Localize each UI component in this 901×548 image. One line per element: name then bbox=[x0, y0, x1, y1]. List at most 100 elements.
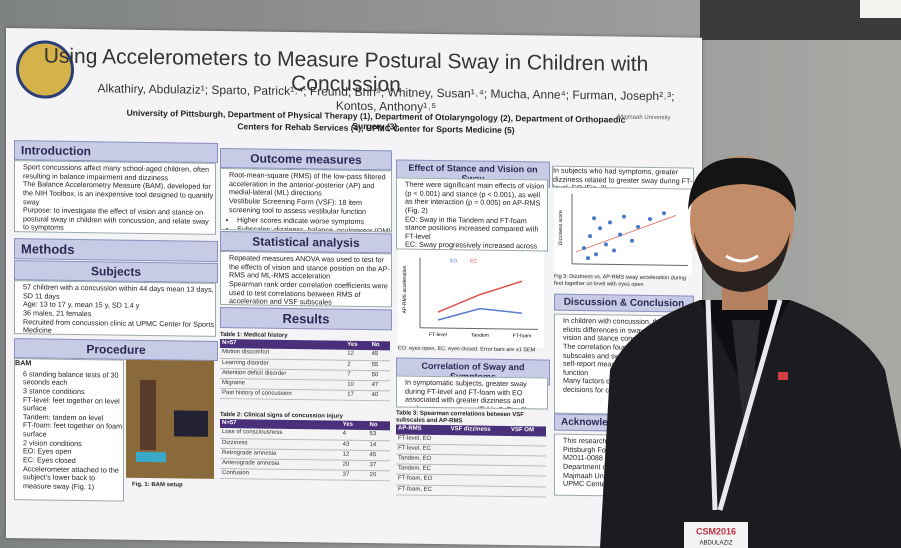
figure-photo bbox=[126, 359, 214, 479]
tie bbox=[732, 320, 760, 450]
cell: Confusion bbox=[220, 468, 341, 481]
table: N=57 Yes No Motion discomfort 12 45 Learning d… bbox=[220, 339, 390, 402]
cell bbox=[508, 486, 546, 497]
cell: 17 bbox=[345, 390, 370, 401]
cell: 2 bbox=[345, 359, 370, 371]
label: BAM bbox=[15, 358, 32, 368]
person: CSM2016 ABDULAZIZ bbox=[600, 156, 901, 548]
cell: 37 bbox=[367, 460, 390, 471]
section-heading: Subjects bbox=[14, 260, 218, 283]
eo-line bbox=[437, 307, 523, 321]
axis bbox=[420, 327, 538, 330]
x-label: FT-level bbox=[429, 332, 447, 338]
bullet: Recruited from concussion clinic at UPMC… bbox=[23, 317, 215, 337]
section: 57 children with a concussion within 44 … bbox=[14, 280, 216, 337]
cell: 47 bbox=[369, 380, 390, 391]
badge-name: ABDULAZIZ bbox=[699, 541, 732, 547]
header-cell: No bbox=[367, 421, 390, 431]
light bbox=[860, 0, 901, 18]
axis bbox=[572, 263, 688, 267]
legend: EO bbox=[450, 258, 457, 264]
cell: 55 bbox=[369, 360, 390, 371]
section-heading: Methods bbox=[14, 238, 218, 262]
figure-3: Dizziness score bbox=[554, 187, 692, 276]
beard bbox=[694, 232, 790, 292]
cell: 45 bbox=[367, 450, 390, 461]
cell: FT-level, EC bbox=[396, 443, 449, 455]
caption: EO: eyes open, EC: eyes closed. Error ba… bbox=[398, 345, 536, 354]
cell: 45 bbox=[369, 350, 390, 361]
table-block: Table 2: Clinical signs of concussion in… bbox=[220, 409, 390, 482]
bullet: Spearman rank order correlation coeffici… bbox=[229, 279, 391, 307]
bullet: There were significant main effects of v… bbox=[405, 180, 547, 218]
bullet: Purpose: to investigate the effect of vi… bbox=[23, 205, 215, 234]
x-label: FT-foam bbox=[513, 333, 532, 339]
section: Root-mean-square (RMS) of the low-pass f… bbox=[220, 167, 392, 233]
bullet: Repeated measures ANOVA was used to test… bbox=[229, 253, 391, 282]
row: Past history of concussion 17 40 bbox=[220, 388, 390, 402]
legend: EC bbox=[470, 258, 477, 264]
cell bbox=[508, 475, 546, 487]
figure-platform bbox=[136, 451, 166, 463]
cell: 53 bbox=[367, 430, 390, 441]
hair bbox=[688, 157, 796, 212]
cell: 7 bbox=[345, 369, 370, 381]
row: FT-foam, EC bbox=[396, 484, 546, 497]
row: Confusion 37 20 bbox=[220, 468, 390, 482]
table-caption: Table 3: Spearman correlations between V… bbox=[396, 410, 524, 425]
points bbox=[582, 211, 666, 261]
cell: 37 bbox=[340, 470, 368, 481]
cell bbox=[508, 455, 546, 467]
cell: FT-foam, EO bbox=[396, 474, 449, 486]
cell bbox=[508, 445, 546, 456]
section: In symptomatic subjects, greater sway du… bbox=[396, 375, 548, 410]
cell: 20 bbox=[367, 470, 390, 482]
cell: Tandem, EO bbox=[396, 453, 449, 465]
ec-line bbox=[437, 280, 523, 313]
bullet: The Balance Accelerometry Measure (BAM),… bbox=[23, 180, 215, 210]
cell: Tandem, EC bbox=[396, 464, 449, 475]
section: Repeated measures ANOVA was used to test… bbox=[220, 250, 392, 308]
cell: 4 bbox=[340, 430, 368, 441]
bullet: Accelerometer attached to the subject's … bbox=[23, 464, 123, 492]
cell: 10 bbox=[345, 380, 370, 391]
bullet: Root-mean-square (RMS) of the low-pass f… bbox=[229, 170, 391, 199]
cell: 12 bbox=[345, 350, 370, 361]
header-cell: Yes bbox=[345, 340, 370, 351]
cell bbox=[448, 485, 509, 497]
header-cell: VSF OM bbox=[508, 426, 546, 437]
cell: 14 bbox=[367, 440, 390, 451]
cell: 12 bbox=[340, 449, 368, 461]
section: Sport concussions affect many school-age… bbox=[14, 160, 216, 235]
table: N=57 Yes No Loss of consciousness 4 53 Dizzine… bbox=[220, 419, 390, 482]
y-label: AP-RMS acceleration bbox=[402, 265, 408, 313]
header-cell: Yes bbox=[340, 420, 368, 431]
section-heading: Outcome measures bbox=[220, 147, 392, 171]
section-heading: Introduction bbox=[14, 140, 218, 163]
section-heading: Results bbox=[220, 306, 392, 331]
cell: Past history of concussion bbox=[220, 388, 346, 401]
figure-bg bbox=[554, 187, 692, 276]
section-heading: Statistical analysis bbox=[220, 230, 392, 254]
lanyard bbox=[705, 299, 783, 511]
bullet: Vestibular Screening Form (VSF): 18 item… bbox=[229, 196, 391, 217]
section-heading: Procedure bbox=[14, 338, 218, 361]
section: There were significant main effects of v… bbox=[396, 177, 548, 252]
pin bbox=[778, 372, 788, 380]
trend-line bbox=[575, 214, 677, 253]
table-block: Table 3: Spearman correlations between V… bbox=[396, 407, 546, 497]
y-label: Dizziness score bbox=[558, 210, 564, 245]
cell: 20 bbox=[340, 460, 368, 471]
badge-event: CSM2016 bbox=[696, 526, 736, 536]
cell: 50 bbox=[369, 370, 390, 381]
cell bbox=[508, 435, 546, 446]
poster: Majmaah University Using Accelerometers … bbox=[6, 28, 702, 548]
section: BAM 6 standing balance tests of 30 secon… bbox=[14, 358, 124, 502]
cell: 43 bbox=[340, 439, 368, 451]
cell: 40 bbox=[369, 390, 390, 402]
badge bbox=[684, 522, 748, 548]
suit bbox=[600, 300, 901, 548]
cell bbox=[508, 465, 546, 477]
cell: FT-foam, EC bbox=[396, 484, 449, 496]
